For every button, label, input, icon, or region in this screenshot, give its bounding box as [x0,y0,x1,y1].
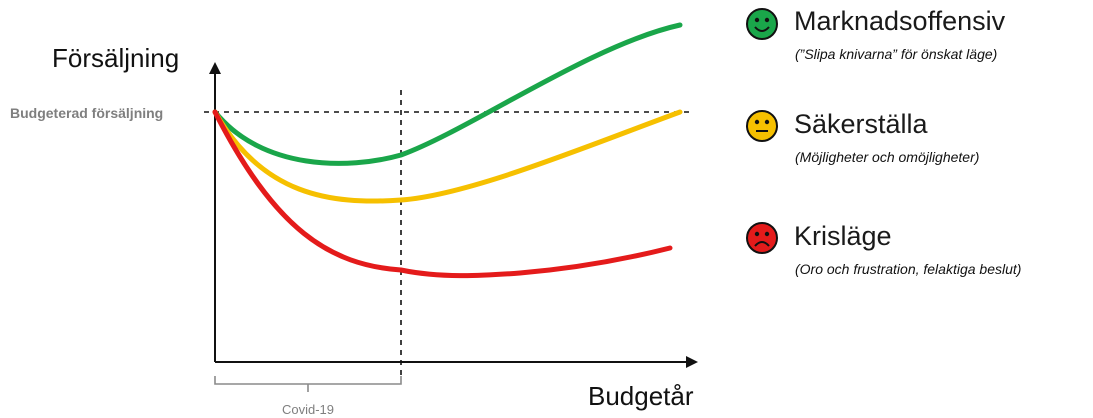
happy-face-icon [746,8,778,40]
legend-subtitle-green: (”Slipa knivarna” för önskat läge) [795,46,998,62]
x-axis-label: Budgetår [588,381,694,411]
legend-title-red: Krisläge [794,221,892,251]
neutral-face-icon [746,110,778,142]
x-axis-arrow [686,356,698,368]
yellow-scenario-curve [212,109,683,204]
legend-subtitle-red: (Oro och frustration, felaktiga beslut) [795,261,1022,277]
sad-face-icon [746,222,778,254]
y-axis-arrow [209,62,221,74]
y-axis-label: Försäljning [52,43,179,73]
green-scenario-curve [212,22,683,166]
legend-title-green: Marknadsoffensiv [794,6,1006,36]
budget-reference-label: Budgeterad försäljning [10,105,163,121]
legend-title-yellow: Säkerställa [794,109,928,139]
red-scenario-curve [212,109,673,279]
covid-label: Covid-19 [282,402,334,417]
covid-bracket [214,376,402,392]
legend-subtitle-yellow: (Möjligheter och omöjligheter) [795,149,980,165]
